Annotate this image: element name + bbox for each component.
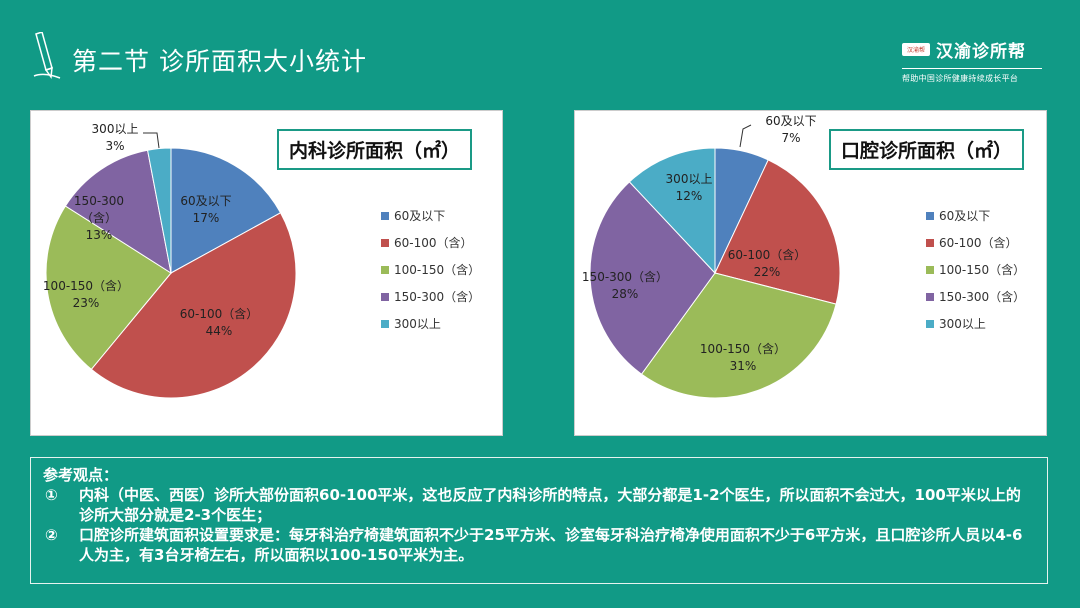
chart-card-internal: 60及以下 17% 60-100（含） 44% 100-150（含） 23% 150-300… <box>30 110 503 436</box>
legend-item: 100-150（含） <box>381 256 480 283</box>
pie-chart-internal: 60及以下 17% 60-100（含） 44% 100-150（含） 23% 150-300… <box>43 122 297 399</box>
legend-label: 60-100（含） <box>939 236 1018 250</box>
slice-data-label: 60-100（含） 44% <box>180 306 259 338</box>
legend-swatch <box>381 292 389 301</box>
legend-swatch <box>926 211 934 220</box>
slice-data-label: 150-300（含） 28% <box>582 269 668 301</box>
legend-label: 100-150（含） <box>394 263 481 277</box>
pie-slice <box>90 212 297 399</box>
notes-panel: 参考观点： ① 内科（中医、西医）诊所大部份面积60-100平米，这也反应了内科… <box>30 457 1048 584</box>
pie-slice <box>640 272 837 399</box>
legend-swatch <box>381 211 389 220</box>
legend-item: 300以上 <box>381 310 480 337</box>
pie-slice <box>64 149 172 275</box>
slice-data-label: 60及以下 7% <box>765 114 816 145</box>
legend-item: 150-300（含） <box>381 283 480 310</box>
brand-block: 汉渝帮 汉渝诊所帮 帮助中国诊所健康持续成长平台 <box>902 37 1062 84</box>
leader-line <box>739 124 752 148</box>
legend-label: 100-150（含） <box>939 263 1026 277</box>
legend-swatch <box>926 238 934 247</box>
slice-data-label: 100-150（含） 31% <box>700 341 786 373</box>
legend-swatch <box>381 319 389 328</box>
legend-swatch <box>381 238 389 247</box>
pie-slice <box>170 147 282 274</box>
legend-swatch <box>926 292 934 301</box>
pie-slice <box>146 147 172 274</box>
legend-internal: 60及以下 60-100（含） 100-150（含） 150-300（含） 300以上 <box>381 202 480 337</box>
legend-label: 150-300（含） <box>394 290 481 304</box>
legend-label: 300以上 <box>394 317 441 331</box>
legend-item: 60及以下 <box>381 202 480 229</box>
notes-item-number: ① <box>45 486 58 504</box>
notes-item-number: ② <box>45 526 58 544</box>
slice-data-label: 60-100（含） 22% <box>728 247 807 279</box>
brand-divider <box>902 68 1042 69</box>
legend-item: 300以上 <box>926 310 1025 337</box>
pie-slice <box>589 181 716 375</box>
legend-label: 300以上 <box>939 317 986 331</box>
chart-card-dental: 60及以下 7% 60-100（含） 22% 100-150（含） 31% 150-300（… <box>574 110 1047 436</box>
brand-tagline: 帮助中国诊所健康持续成长平台 <box>902 74 1019 83</box>
legend-label: 60及以下 <box>939 209 991 223</box>
legend-item: 60-100（含） <box>381 229 480 256</box>
pie-slice <box>45 205 172 371</box>
legend-dental: 60及以下 60-100（含） 100-150（含） 150-300（含） 300以上 <box>926 202 1025 337</box>
page-title: 第二节 诊所面积大小统计 <box>72 47 367 76</box>
notes-heading: 参考观点： <box>43 466 119 484</box>
pie-slice <box>628 147 716 275</box>
slice-data-label: 300以上 3% <box>92 122 139 153</box>
slice-data-label: 150-300 （含） 13% <box>74 194 124 242</box>
legend-label: 150-300（含） <box>939 290 1026 304</box>
legend-swatch <box>926 319 934 328</box>
slice-data-label: 100-150（含） 23% <box>43 278 129 310</box>
notes-item-text: 内科（中医、西医）诊所大部份面积60-100平米，这也反应了内科诊所的特点，大部… <box>79 486 1021 524</box>
legend-label: 60-100（含） <box>394 236 473 250</box>
pen-icon <box>30 31 64 84</box>
legend-item: 60-100（含） <box>926 229 1025 256</box>
legend-swatch <box>926 265 934 274</box>
brand-name: 汉渝诊所帮 <box>936 42 1026 62</box>
legend-item: 150-300（含） <box>926 283 1025 310</box>
legend-item: 60及以下 <box>926 202 1025 229</box>
pie-chart-dental: 60及以下 7% 60-100（含） 22% 100-150（含） 31% 150-300（… <box>582 114 841 399</box>
brand-logo-icon: 汉渝帮 <box>902 43 930 56</box>
notes-item-text: 口腔诊所建筑面积设置要求是：每牙科治疗椅建筑面积不少于25平方米、诊室每牙科治疗… <box>79 526 1023 564</box>
chart-title-internal: 内科诊所面积（㎡） <box>277 129 473 170</box>
notes-item: ② 口腔诊所建筑面积设置要求是：每牙科治疗椅建筑面积不少于25平方米、诊室每牙科… <box>43 525 1035 565</box>
notes-item: ① 内科（中医、西医）诊所大部份面积60-100平米，这也反应了内科诊所的特点，… <box>43 485 1035 525</box>
chart-title-dental: 口腔诊所面积（㎡） <box>829 129 1025 170</box>
legend-swatch <box>381 265 389 274</box>
slice-data-label: 300以上 12% <box>666 172 713 203</box>
legend-label: 60及以下 <box>394 209 446 223</box>
slice-data-label: 60及以下 17% <box>180 194 231 225</box>
pie-slice <box>714 159 841 305</box>
leader-line <box>143 132 160 149</box>
legend-item: 100-150（含） <box>926 256 1025 283</box>
